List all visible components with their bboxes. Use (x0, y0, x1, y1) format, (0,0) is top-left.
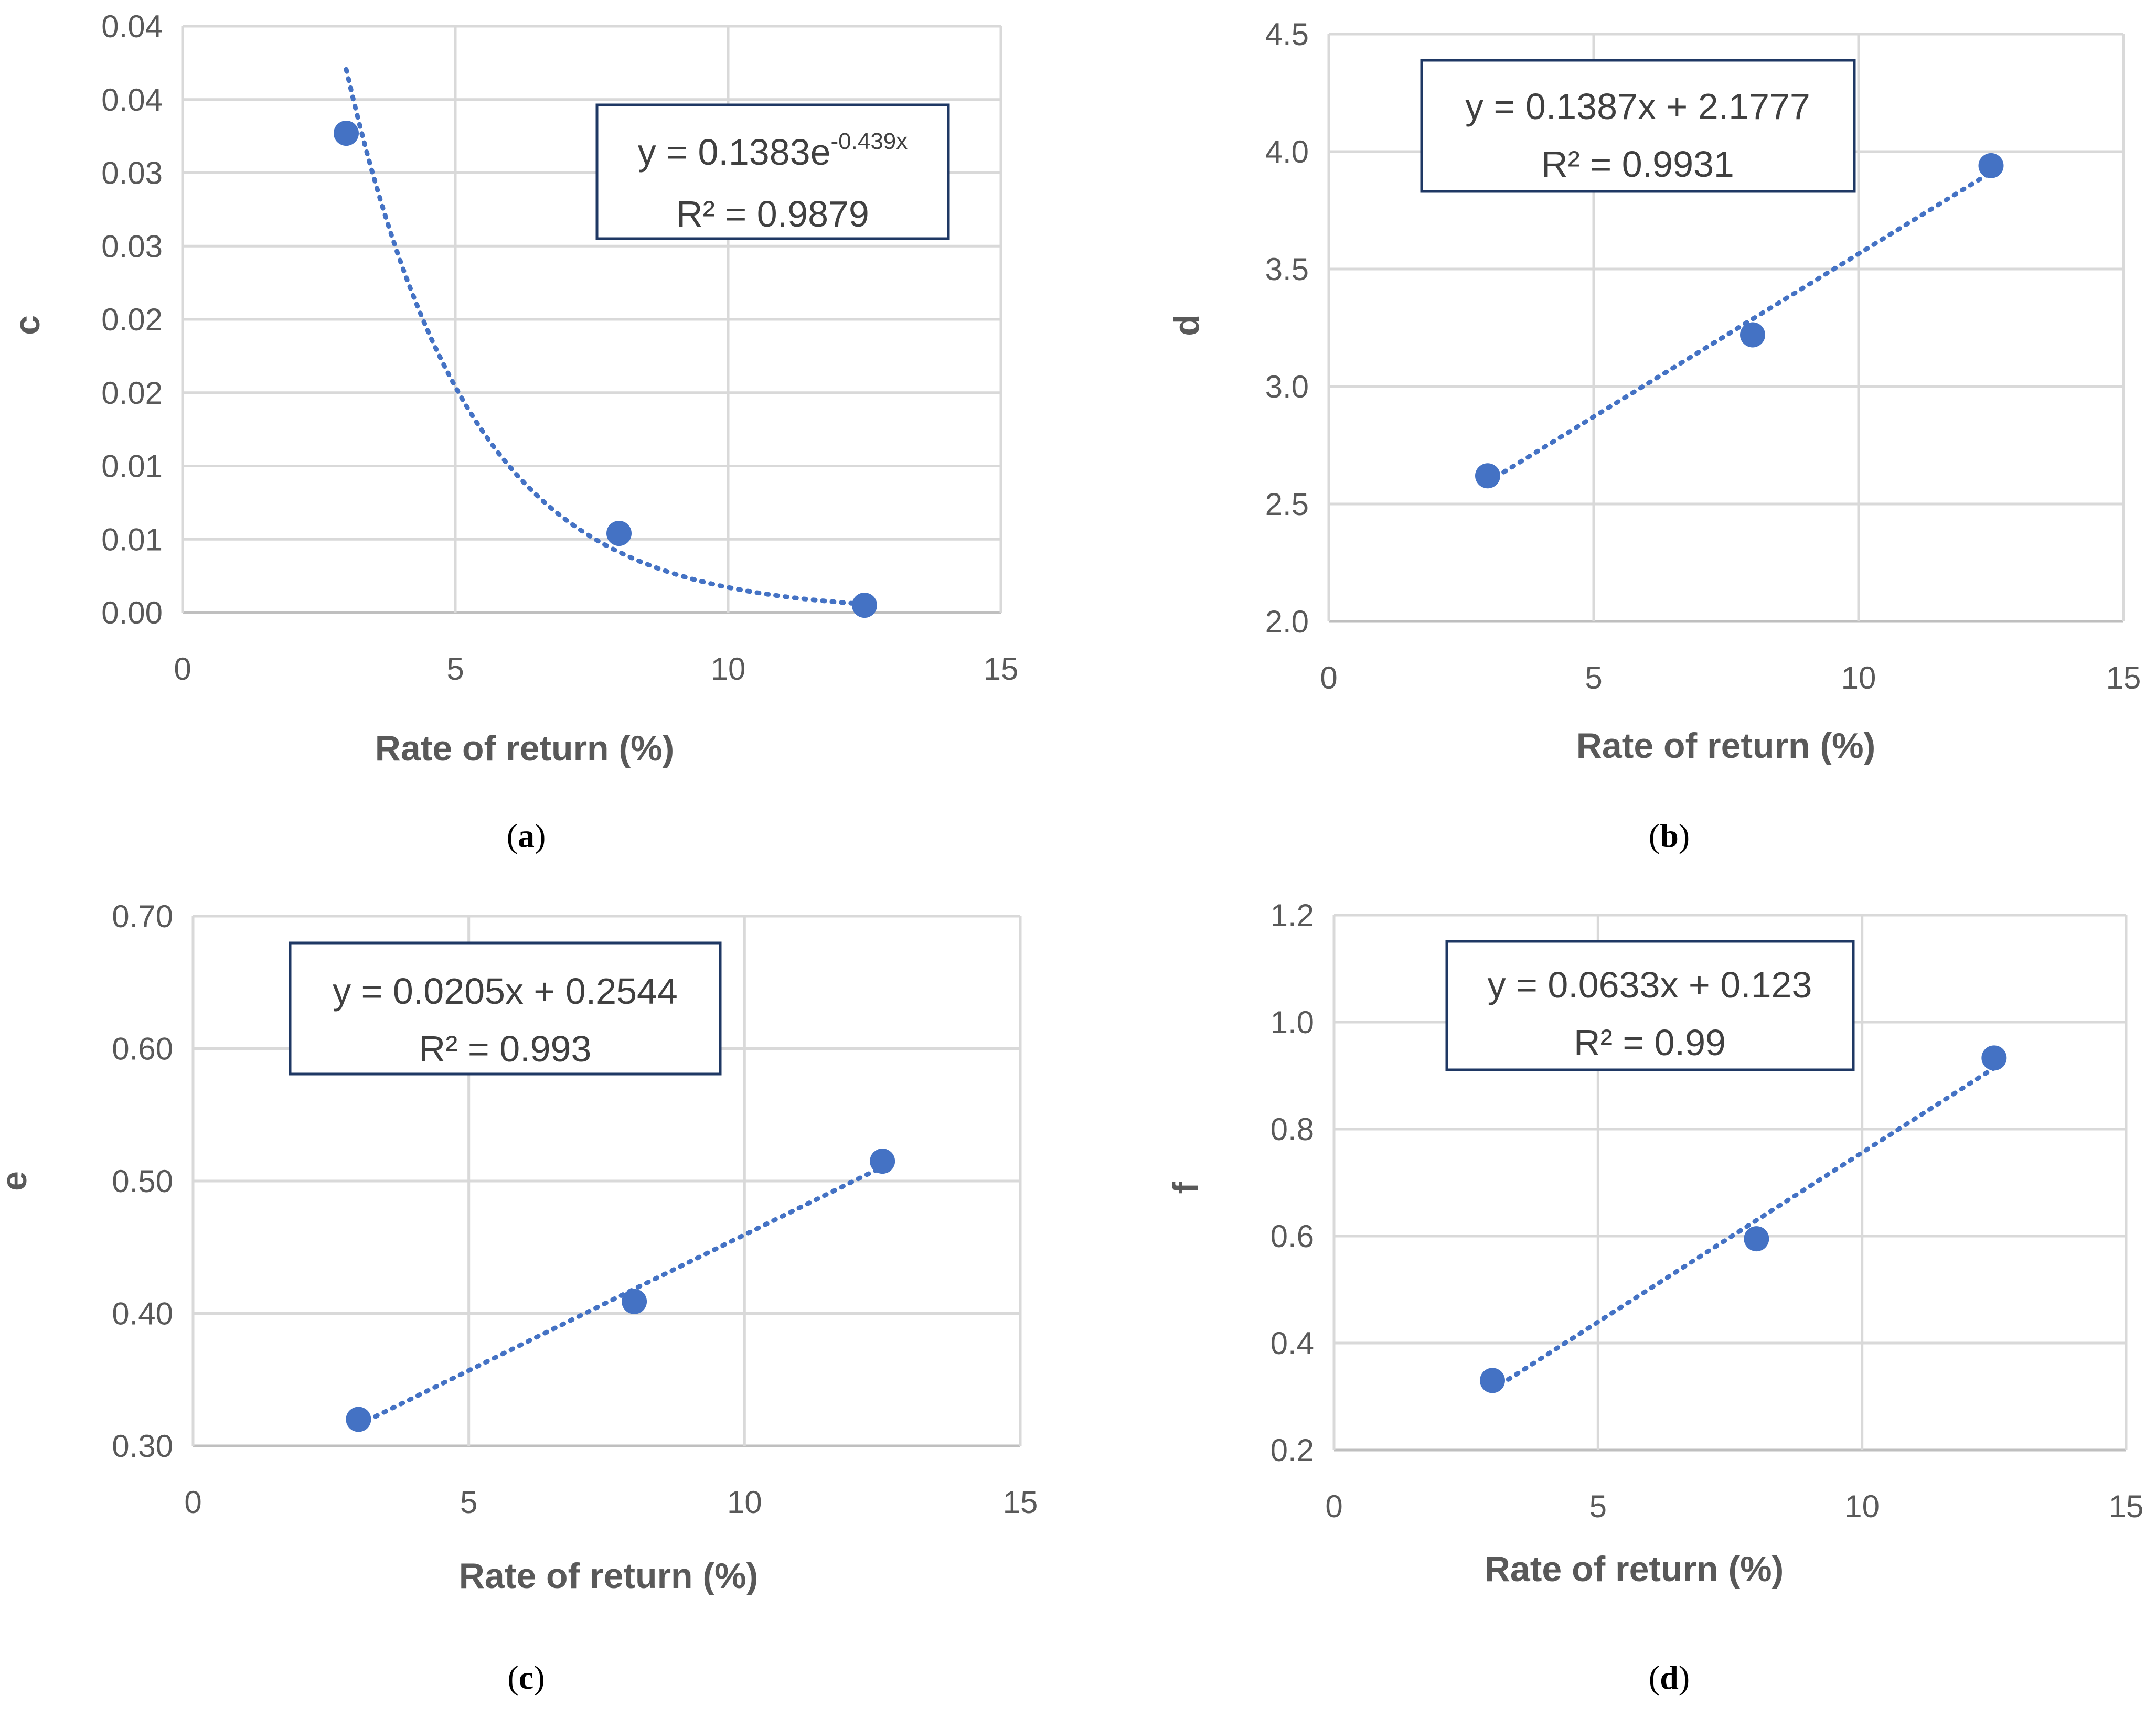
data-point (1978, 153, 2004, 178)
x-tick-label: 15 (2106, 660, 2141, 695)
trendline-equation: y = 0.1387x + 2.1777 (1465, 86, 1810, 127)
y-tick-label: 0.02 (101, 302, 163, 337)
data-point (1981, 1045, 2007, 1071)
x-tick-label: 15 (1003, 1485, 1038, 1520)
x-tick-label: 0 (1325, 1489, 1342, 1524)
chart-panel-d: 0.2 0.4 0.6 0.8 1.0 1.2 0 5 10 15 Rate of return (… (1166, 898, 2143, 1696)
panel-caption: (c) (507, 1659, 545, 1696)
data-point (622, 1289, 647, 1314)
data-point (1740, 322, 1765, 348)
trendline-equation: y = 0.1383e-0.439x (638, 128, 908, 173)
y-axis-title: f (1166, 1182, 1205, 1194)
trendline (356, 1164, 885, 1428)
panel-caption: (d) (1649, 1659, 1690, 1696)
y-tick-label: 3.0 (1265, 369, 1309, 404)
x-tick-label: 5 (1585, 660, 1602, 695)
x-tick-label: 5 (460, 1485, 477, 1520)
data-point (606, 521, 632, 546)
y-tick-label: 1.2 (1271, 898, 1314, 933)
chart-panel-c: 0.30 0.40 0.50 0.60 0.70 0 5 10 15 Rate of return… (0, 899, 1038, 1696)
data-point (870, 1149, 895, 1174)
y-tick-label: 0.01 (101, 449, 163, 484)
y-tick-label: 0.60 (112, 1032, 173, 1067)
y-tick-label: 0.04 (101, 82, 163, 117)
x-tick-label: 0 (1320, 660, 1337, 695)
data-point (346, 1407, 371, 1432)
y-axis-title: e (0, 1171, 34, 1191)
x-tick-label: 0 (184, 1485, 201, 1520)
y-axis-title: d (1167, 314, 1207, 336)
x-axis-title: Rate of return (%) (375, 728, 674, 768)
x-tick-label: 10 (1841, 660, 1876, 695)
r-squared-value: R² = 0.99 (1574, 1022, 1726, 1063)
y-tick-label: 2.5 (1265, 487, 1309, 522)
equation-box (289, 941, 722, 1076)
y-tick-label: 0.04 (101, 9, 163, 44)
equation-box (1420, 59, 1856, 193)
y-tick-label: 4.0 (1265, 134, 1309, 169)
r-squared-value: R² = 0.9931 (1541, 144, 1734, 185)
x-tick-label: 10 (1844, 1489, 1880, 1524)
y-tick-label: 0.40 (112, 1296, 173, 1332)
chart-panel-a: 0.00 0.01 0.01 0.02 0.02 0.03 0.03 0.04 0.04 0 5 10… (7, 9, 1018, 854)
trendline (344, 67, 867, 607)
y-tick-label: 3.5 (1265, 252, 1309, 287)
x-tick-label: 15 (984, 651, 1019, 686)
x-axis-title: Rate of return (%) (1576, 726, 1875, 766)
x-tick-label: 10 (727, 1485, 762, 1520)
y-tick-label: 0.03 (101, 156, 163, 191)
y-tick-label: 0.6 (1271, 1219, 1314, 1254)
chart-panel-b: 2.0 2.5 3.0 3.5 4.0 4.5 0 5 10 15 Rate of return (… (1167, 17, 2141, 854)
equation-box (595, 103, 950, 240)
data-point (1744, 1226, 1769, 1252)
panel-caption: (b) (1649, 817, 1690, 854)
y-tick-label: 0.00 (101, 595, 163, 630)
y-tick-label: 0.70 (112, 899, 173, 934)
trendline (1485, 170, 1993, 485)
y-tick-label: 0.50 (112, 1164, 173, 1199)
y-tick-label: 0.4 (1271, 1326, 1314, 1361)
y-tick-label: 0.03 (101, 229, 163, 264)
y-tick-label: 4.5 (1265, 17, 1309, 52)
data-point (1480, 1368, 1505, 1393)
panel-caption: (a) (507, 817, 546, 854)
x-axis-title: Rate of return (%) (1485, 1549, 1784, 1589)
y-axis-title: c (7, 315, 47, 335)
equation-box (1445, 940, 1855, 1071)
x-tick-label: 5 (446, 651, 464, 686)
x-tick-label: 15 (2109, 1489, 2144, 1524)
x-axis-title: Rate of return (%) (459, 1556, 758, 1596)
x-tick-label: 10 (711, 651, 746, 686)
data-point (852, 593, 877, 618)
y-tick-label: 0.2 (1271, 1433, 1314, 1468)
trendline (1490, 1066, 1997, 1392)
y-tick-label: 0.02 (101, 375, 163, 411)
trendline-equation: y = 0.0633x + 0.123 (1488, 964, 1812, 1005)
y-tick-label: 0.01 (101, 522, 163, 557)
x-tick-label: 5 (1589, 1489, 1607, 1524)
data-point (334, 121, 359, 146)
y-tick-label: 2.0 (1265, 604, 1309, 639)
y-tick-label: 0.30 (112, 1429, 173, 1464)
trendline-equation: y = 0.0205x + 0.2544 (333, 971, 678, 1012)
data-point (1475, 463, 1500, 489)
r-squared-value: R² = 0.9879 (676, 194, 869, 234)
y-tick-label: 1.0 (1271, 1005, 1314, 1040)
y-tick-label: 0.8 (1271, 1112, 1314, 1147)
r-squared-value: R² = 0.993 (419, 1028, 592, 1069)
x-tick-label: 0 (174, 651, 191, 686)
